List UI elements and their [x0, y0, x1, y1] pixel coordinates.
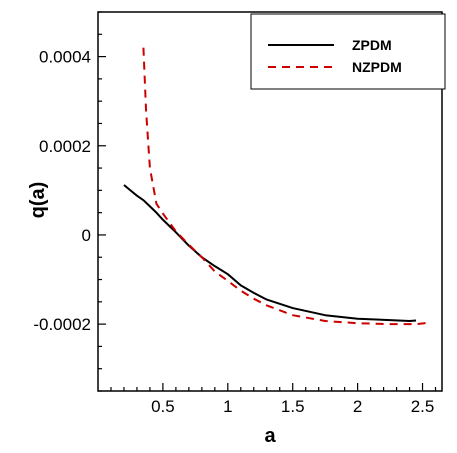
y-tick-label: -0.0002: [33, 315, 91, 334]
x-axis-title: a: [264, 425, 276, 447]
legend-box: [250, 13, 446, 90]
x-tick-label: 2: [353, 397, 362, 416]
y-tick-label: 0.0002: [39, 137, 91, 156]
y-tick-label: 0.0004: [39, 48, 91, 67]
x-tick-label: 2.5: [411, 397, 435, 416]
legend-label-nzpdm: NZPDM: [352, 59, 402, 75]
plot-frame: [97, 11, 443, 392]
x-tick-label: 1: [223, 397, 232, 416]
series-layer: [123, 47, 430, 326]
series-line-zpdm: [123, 184, 417, 322]
x-tick-label: 1.5: [281, 397, 305, 416]
y-tick-label: 0: [82, 226, 91, 245]
x-axis: 0.5 1 1.5 2 2.5: [110, 383, 437, 416]
x-tick-label: 0.5: [151, 397, 175, 416]
y-axis: 0.0004 0.0002 0 -0.0002: [33, 11, 106, 392]
y-axis-title: q(a): [27, 182, 49, 219]
legend: ZPDM NZPDM: [250, 13, 446, 90]
legend-label-zpdm: ZPDM: [352, 37, 392, 53]
series-line-nzpdm: [142, 47, 430, 326]
